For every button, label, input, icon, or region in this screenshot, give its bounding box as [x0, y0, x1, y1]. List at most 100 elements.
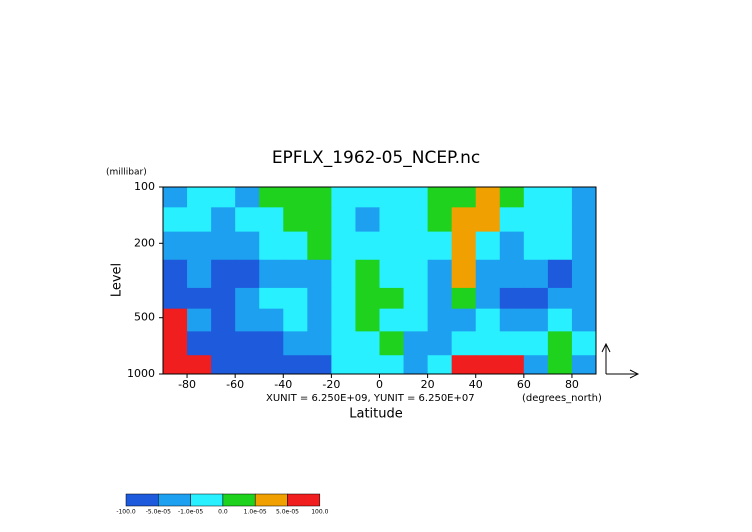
colorbar-box	[287, 493, 321, 507]
contour-cell	[283, 187, 308, 208]
y-tick-label: 500	[134, 311, 155, 324]
contour-cell	[451, 187, 477, 208]
x-unit: (degrees_north)	[522, 393, 602, 404]
contour-cell	[355, 355, 380, 375]
contour-cell	[235, 308, 260, 332]
annotation: XUNIT = 6.250E+09, YUNIT = 6.250E+07	[266, 393, 475, 404]
contour-cell	[427, 259, 453, 289]
contour-cell	[403, 207, 429, 233]
contour-cell	[523, 187, 549, 208]
contour-cell	[571, 187, 597, 208]
contour-cell	[499, 308, 525, 332]
contour-cell	[427, 187, 453, 208]
colorbar-label: 5.0e-05	[276, 509, 299, 516]
contour-cell	[379, 355, 405, 375]
x-tick-label: -20	[322, 378, 340, 391]
contour-cell	[163, 259, 188, 289]
contour-cell	[451, 259, 477, 289]
contour-cell	[499, 187, 525, 208]
contour-cell	[187, 355, 212, 375]
contour-cell	[163, 207, 188, 233]
contour-cell	[427, 287, 453, 310]
x-tick-label: 0	[376, 378, 383, 391]
contour-cell	[163, 187, 188, 208]
contour-cell	[307, 187, 332, 208]
contour-cell	[379, 308, 405, 332]
contour-cell	[331, 259, 356, 289]
contour-cell	[571, 331, 597, 356]
contour-cell	[403, 287, 429, 310]
contour-cell	[283, 259, 308, 289]
contour-cell	[259, 287, 284, 310]
contour-cell	[547, 231, 573, 261]
contour-cell	[475, 331, 501, 356]
x-tick-label: 40	[469, 378, 483, 391]
contour-cell	[499, 259, 525, 289]
contour-cell	[331, 355, 356, 375]
x-label: Latitude	[349, 407, 403, 422]
contour-cell	[427, 308, 453, 332]
contour-cell	[379, 207, 405, 233]
contour-cell	[307, 287, 332, 310]
contour-cell	[259, 308, 284, 332]
contour-cell	[163, 231, 188, 261]
contour-cell	[187, 331, 212, 356]
contour-cell	[211, 231, 236, 261]
x-tick-label: -80	[178, 378, 196, 391]
contour-cell	[547, 331, 573, 356]
contour-cell	[499, 231, 525, 261]
contour-cell	[475, 187, 501, 208]
contour-cell	[451, 287, 477, 310]
contour-cell	[379, 287, 405, 310]
contour-cell	[403, 331, 429, 356]
contour-cell	[211, 308, 236, 332]
contour-cell	[259, 355, 284, 375]
contour-cell	[451, 355, 477, 375]
contour-cell	[379, 259, 405, 289]
colorbar-label: -1.0e-05	[178, 509, 203, 516]
contour-cell	[259, 187, 284, 208]
y-tick-label: 100	[134, 180, 155, 193]
colorbar-label: -100.0	[116, 509, 136, 516]
contour-cell	[163, 331, 188, 356]
contour-cell	[547, 207, 573, 233]
contour-cell	[211, 287, 236, 310]
colorbar-label: 0.0	[218, 509, 228, 516]
y-unit: (millibar)	[106, 168, 147, 178]
contour-cell	[307, 331, 332, 356]
contour-cell	[547, 308, 573, 332]
contour-cell	[499, 287, 525, 310]
contour-cell	[307, 355, 332, 375]
contour-cell	[235, 231, 260, 261]
x-tick-label: -40	[274, 378, 292, 391]
contour-cell	[379, 331, 405, 356]
contour-cell	[235, 331, 260, 356]
y-tick-label: 200	[134, 236, 155, 249]
contour-cell	[211, 355, 236, 375]
contour-cell	[283, 331, 308, 356]
contour-cell	[547, 259, 573, 289]
contour-cell	[523, 259, 549, 289]
contour-cell	[187, 287, 212, 310]
colorbar-box	[158, 493, 191, 507]
contour-cell	[259, 331, 284, 356]
contour-cell	[331, 231, 356, 261]
contour-cell	[259, 207, 284, 233]
contour-cell	[235, 207, 260, 233]
contour-cell	[211, 259, 236, 289]
contour-cell	[499, 331, 525, 356]
contour-cell	[187, 308, 212, 332]
contour-cell	[523, 308, 549, 332]
contour-cell	[355, 259, 380, 289]
contour-cell	[451, 231, 477, 261]
contour-cell	[427, 231, 453, 261]
contour-cell	[307, 207, 332, 233]
colorbar-label: 1.0e-05	[244, 509, 267, 516]
x-tick-label: 20	[421, 378, 435, 391]
contour-cell	[571, 231, 597, 261]
contour-cell	[571, 287, 597, 310]
contour-cell	[307, 259, 332, 289]
contour-cell	[355, 308, 380, 332]
contour-cell	[451, 331, 477, 356]
